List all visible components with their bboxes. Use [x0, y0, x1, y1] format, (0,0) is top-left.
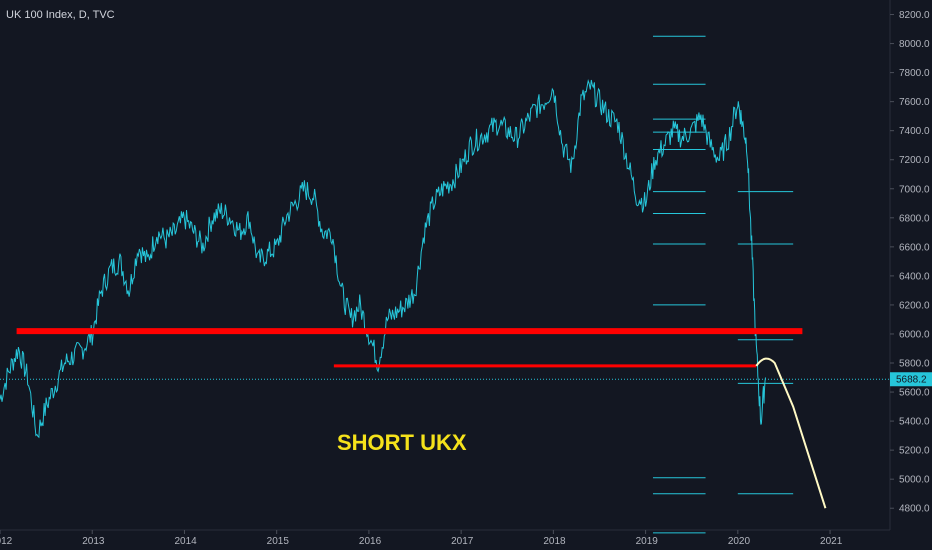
short-annotation: SHORT UKX: [337, 430, 467, 455]
y-tick-label: 8000.0: [899, 39, 930, 50]
y-tick-label: 8200.0: [899, 10, 930, 21]
y-tick-label: 5800.0: [899, 359, 930, 370]
current-price-label: 5688.2: [896, 375, 927, 386]
y-tick-label: 7600.0: [899, 97, 930, 108]
y-tick-label: 6000.0: [899, 329, 930, 340]
y-tick-label: 7000.0: [899, 184, 930, 195]
y-tick-label: 5400.0: [899, 417, 930, 428]
y-tick-label: 6200.0: [899, 300, 930, 311]
x-tick-label: 2018: [543, 536, 566, 547]
x-tick-label: 2016: [359, 536, 382, 547]
y-tick-label: 4800.0: [899, 504, 930, 515]
chart-title: UK 100 Index, D, TVC: [6, 9, 115, 21]
y-tick-label: 5000.0: [899, 475, 930, 486]
y-tick-label: 6400.0: [899, 271, 930, 282]
x-tick-label: 2015: [267, 536, 290, 547]
x-tick-label: 2019: [636, 536, 659, 547]
projection-curve: [755, 357, 827, 509]
x-tick-label: 2014: [174, 536, 197, 547]
x-tick-label: 2013: [82, 536, 105, 547]
x-tick-label: 2017: [451, 536, 474, 547]
y-tick-label: 6600.0: [899, 242, 930, 253]
y-tick-label: 7400.0: [899, 126, 930, 137]
y-tick-label: 5200.0: [899, 446, 930, 457]
y-tick-label: 6800.0: [899, 213, 930, 224]
price-series-line: [0, 79, 766, 439]
x-tick-label: 2020: [728, 536, 751, 547]
projection-layer: [0, 357, 890, 509]
y-tick-label: 7800.0: [899, 68, 930, 79]
price-layer: [0, 79, 766, 439]
current-price-tag: [890, 372, 932, 387]
support-layer: [16, 328, 803, 368]
x-tick-label: 2012: [0, 536, 13, 547]
plot-background: [0, 0, 890, 530]
x-tick-label: 2021: [820, 536, 843, 547]
y-tick-label: 7200.0: [899, 155, 930, 166]
y-tick-label: 5600.0: [899, 388, 930, 399]
